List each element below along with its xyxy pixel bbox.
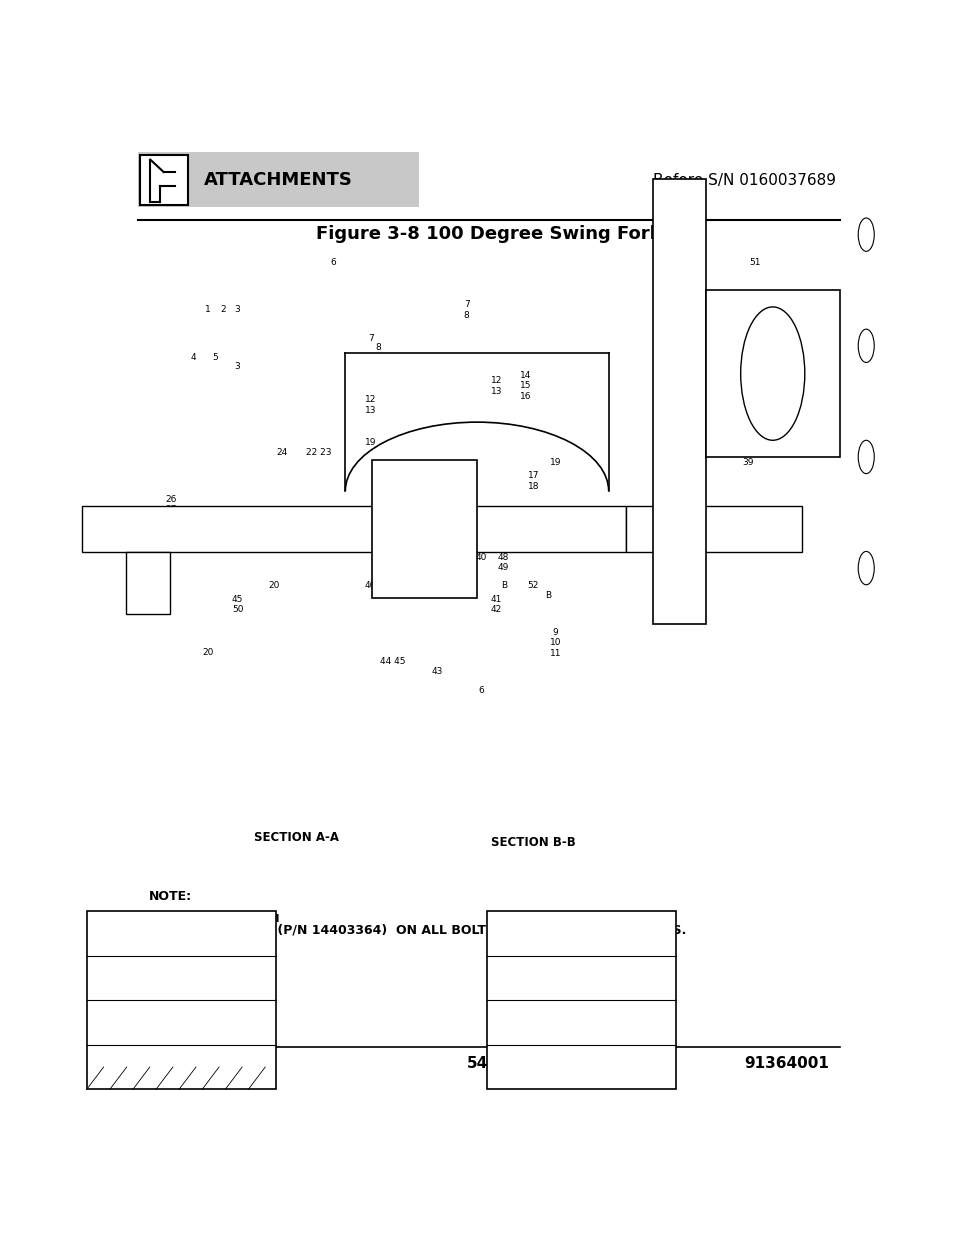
Bar xyxy=(137,152,418,207)
Text: 5: 5 xyxy=(213,353,218,362)
Text: 40: 40 xyxy=(476,552,487,562)
Text: B: B xyxy=(500,582,506,590)
Text: (P/N 14403364)  ON ALL BOLT THREADS & TUBE FITTINGS.: (P/N 14403364) ON ALL BOLT THREADS & TUB… xyxy=(273,924,686,936)
Text: B: B xyxy=(544,590,551,600)
Text: 37
38: 37 38 xyxy=(763,433,775,453)
Circle shape xyxy=(858,551,873,585)
Text: A: A xyxy=(396,552,403,562)
Text: 6: 6 xyxy=(331,258,336,267)
Text: 12
13: 12 13 xyxy=(364,395,376,415)
Bar xyxy=(140,154,188,205)
Text: 19: 19 xyxy=(549,457,560,467)
Text: 33
34: 33 34 xyxy=(756,348,767,367)
Circle shape xyxy=(858,217,873,252)
Text: 35: 35 xyxy=(763,382,775,390)
Text: 8: 8 xyxy=(375,343,380,352)
Text: 46: 46 xyxy=(365,582,375,590)
Text: 47
48
49: 47 48 49 xyxy=(497,542,509,572)
Text: 20: 20 xyxy=(202,647,213,657)
Text: 7
8: 7 8 xyxy=(463,300,469,320)
Bar xyxy=(705,290,839,457)
Text: SECTION B-B: SECTION B-B xyxy=(491,836,575,848)
Bar xyxy=(652,179,705,624)
Text: 27: 27 xyxy=(720,305,730,315)
Text: 32: 32 xyxy=(712,353,723,362)
Bar xyxy=(126,552,170,614)
Text: 9
10
11: 9 10 11 xyxy=(549,627,560,657)
Bar xyxy=(372,461,476,598)
Text: 39: 39 xyxy=(741,457,753,467)
Text: 36: 36 xyxy=(763,410,775,419)
Bar xyxy=(87,911,275,1089)
Text: 20: 20 xyxy=(269,582,280,590)
Text: 12
13: 12 13 xyxy=(490,377,501,395)
Text: ATTACHMENTS: ATTACHMENTS xyxy=(204,172,353,189)
Text: TM: TM xyxy=(263,914,279,924)
Text: ®: ® xyxy=(229,914,238,924)
Text: NOTE:: NOTE: xyxy=(149,890,192,903)
Text: A: A xyxy=(471,477,476,485)
Text: 544D: 544D xyxy=(466,1056,511,1071)
Bar xyxy=(487,911,676,1089)
Text: 45
50: 45 50 xyxy=(232,595,243,614)
Text: 22 23: 22 23 xyxy=(306,448,332,457)
Text: 28: 28 xyxy=(712,429,723,438)
Text: 4: 4 xyxy=(191,353,195,362)
Text: 3: 3 xyxy=(234,362,240,372)
Text: 41
42: 41 42 xyxy=(490,595,501,614)
Text: SECTION A-A: SECTION A-A xyxy=(253,831,339,845)
Text: 21: 21 xyxy=(483,524,494,534)
Text: 43: 43 xyxy=(431,667,442,676)
Text: 29
30: 29 30 xyxy=(726,319,738,338)
Text: 91364001: 91364001 xyxy=(743,1056,828,1071)
Text: 26
27
28: 26 27 28 xyxy=(165,495,176,525)
Text: 242: 242 xyxy=(235,924,267,936)
Text: 31: 31 xyxy=(756,325,767,333)
Bar xyxy=(82,506,625,552)
Circle shape xyxy=(858,329,873,363)
Text: Figure 3-8 100 Degree Swing Fork: Figure 3-8 100 Degree Swing Fork xyxy=(315,225,661,243)
Text: 3: 3 xyxy=(234,305,240,315)
Text: 7: 7 xyxy=(367,333,374,343)
Text: 17
18: 17 18 xyxy=(527,472,538,490)
Text: 6: 6 xyxy=(478,685,484,695)
Text: USE LOCTITE: USE LOCTITE xyxy=(149,924,238,936)
Circle shape xyxy=(740,308,804,441)
Circle shape xyxy=(858,441,873,474)
Text: 52: 52 xyxy=(527,582,538,590)
Text: 20: 20 xyxy=(431,552,442,562)
Text: 51: 51 xyxy=(748,258,760,267)
Text: 43: 43 xyxy=(431,582,442,590)
Text: 25: 25 xyxy=(682,410,694,419)
Text: 24: 24 xyxy=(276,448,287,457)
Text: 21: 21 xyxy=(395,524,405,534)
Text: 1: 1 xyxy=(205,305,211,315)
Text: 25: 25 xyxy=(180,543,192,552)
Text: Before S/N 0160037689: Before S/N 0160037689 xyxy=(653,173,836,188)
Text: 44 45: 44 45 xyxy=(379,657,405,666)
Bar xyxy=(625,506,801,552)
Text: 2: 2 xyxy=(220,305,225,315)
Text: 14
15
16: 14 15 16 xyxy=(519,370,531,401)
Text: 19: 19 xyxy=(364,438,376,447)
Text: 3-24: 3-24 xyxy=(149,1056,187,1071)
Text: 26: 26 xyxy=(690,391,700,400)
